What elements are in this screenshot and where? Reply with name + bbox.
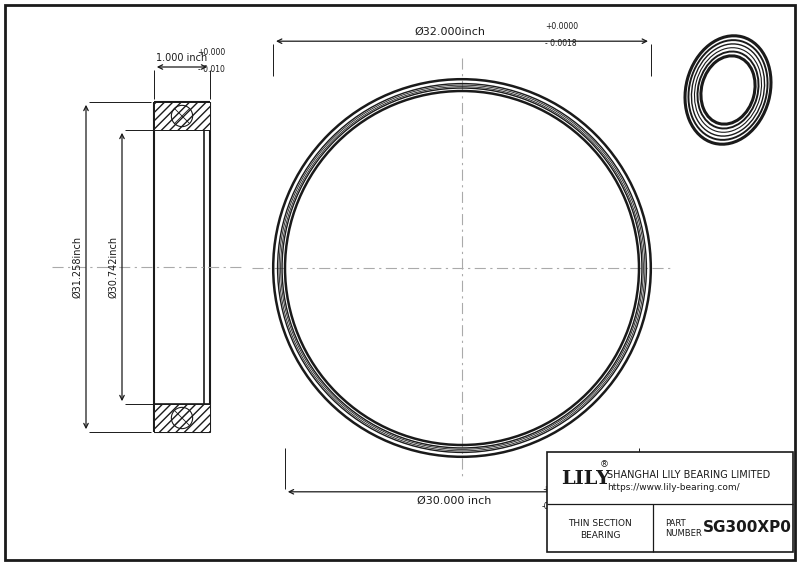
Bar bbox=[154, 102, 210, 130]
Text: https://www.lily-bearing.com/: https://www.lily-bearing.com/ bbox=[607, 483, 740, 492]
Text: LILY: LILY bbox=[561, 470, 610, 488]
Text: BEARING: BEARING bbox=[580, 531, 620, 540]
Text: THIN SECTION: THIN SECTION bbox=[568, 519, 632, 528]
Text: Ø30.742inch: Ø30.742inch bbox=[108, 236, 118, 298]
Text: NUMBER: NUMBER bbox=[665, 529, 702, 538]
Text: PART: PART bbox=[665, 519, 686, 528]
Text: SHANGHAI LILY BEARING LIMITED: SHANGHAI LILY BEARING LIMITED bbox=[607, 470, 770, 480]
Text: - 0.010: - 0.010 bbox=[198, 65, 225, 74]
Bar bbox=[547, 452, 793, 552]
Text: +0.000: +0.000 bbox=[198, 48, 226, 57]
Text: SG300XP0: SG300XP0 bbox=[702, 520, 792, 536]
Text: Ø32.000inch: Ø32.000inch bbox=[414, 27, 486, 37]
Text: +0.0000: +0.0000 bbox=[542, 485, 575, 494]
Text: Ø30.000 inch: Ø30.000 inch bbox=[417, 496, 491, 506]
Text: 1.000 inch: 1.000 inch bbox=[156, 53, 208, 63]
Text: -0.0018: -0.0018 bbox=[542, 502, 571, 511]
Text: Ø31.258inch: Ø31.258inch bbox=[72, 236, 82, 298]
Text: ®: ® bbox=[600, 460, 609, 469]
Bar bbox=[154, 404, 210, 432]
Text: +0.0000: +0.0000 bbox=[545, 22, 578, 31]
Text: - 0.0018: - 0.0018 bbox=[545, 39, 577, 48]
